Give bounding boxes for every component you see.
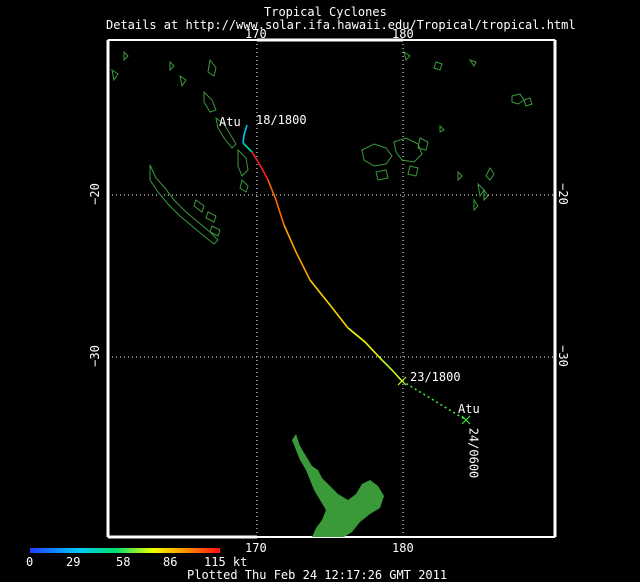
storm-time-end: 24/0600 (466, 427, 481, 479)
loyalty-islands-outline (193, 199, 221, 237)
lat-label-left-minus20: −20 (87, 183, 102, 205)
storm-name-end: Atu (458, 402, 480, 416)
small-islands-nw (111, 50, 187, 88)
island-outlines (111, 50, 533, 245)
lat-label-right-minus20: −20 (555, 183, 570, 205)
lon-label-top-180: 180 (392, 27, 414, 41)
track-seg-6 (347, 327, 381, 359)
new-zealand-north-island (292, 434, 384, 537)
page-title: Tropical Cyclones (264, 5, 387, 19)
track-seg-2 (251, 151, 269, 181)
track-markers (397, 376, 471, 425)
lon-label-top-170: 170 (245, 27, 267, 41)
track-seg-3 (267, 179, 285, 226)
details-url: Details at http://www.solar.ifa.hawaii.e… (106, 18, 576, 32)
lat-label-right-minus30: −30 (555, 345, 570, 367)
fiji-outline (361, 137, 429, 181)
plotted-timestamp: Plotted Thu Feb 24 12:17:26 GMT 2011 (187, 568, 448, 582)
marker-24-0600 (461, 415, 471, 425)
storm-track (242, 124, 467, 421)
scale-tick-29: 29 (66, 555, 81, 569)
graticule (108, 40, 555, 537)
scale-tick-58: 58 (116, 555, 131, 569)
map-frame (107, 39, 556, 538)
lon-label-bottom-180: 180 (392, 541, 414, 555)
small-islands-ne (403, 50, 533, 212)
scale-tick-115: 115 kt (204, 555, 248, 569)
scale-tick-0: 0 (26, 555, 34, 569)
storm-name-start: Atu (219, 115, 241, 129)
vanuatu-outline (203, 58, 249, 193)
wind-speed-scale-bar (30, 548, 220, 553)
scale-tick-86: 86 (163, 555, 178, 569)
lon-label-bottom-170: 170 (245, 541, 267, 555)
track-seg-0 (242, 124, 248, 144)
track-seg-8 (401, 380, 467, 421)
track-seg-4 (283, 224, 311, 281)
storm-time-start: 18/1800 (256, 113, 307, 127)
new-caledonia-outline (149, 164, 219, 245)
marker-23-1800 (397, 376, 407, 386)
track-seg-1 (242, 142, 253, 153)
track-seg-5 (309, 279, 349, 329)
lat-label-left-minus30: −30 (87, 345, 102, 367)
storm-time-mid: 23/1800 (410, 370, 461, 384)
